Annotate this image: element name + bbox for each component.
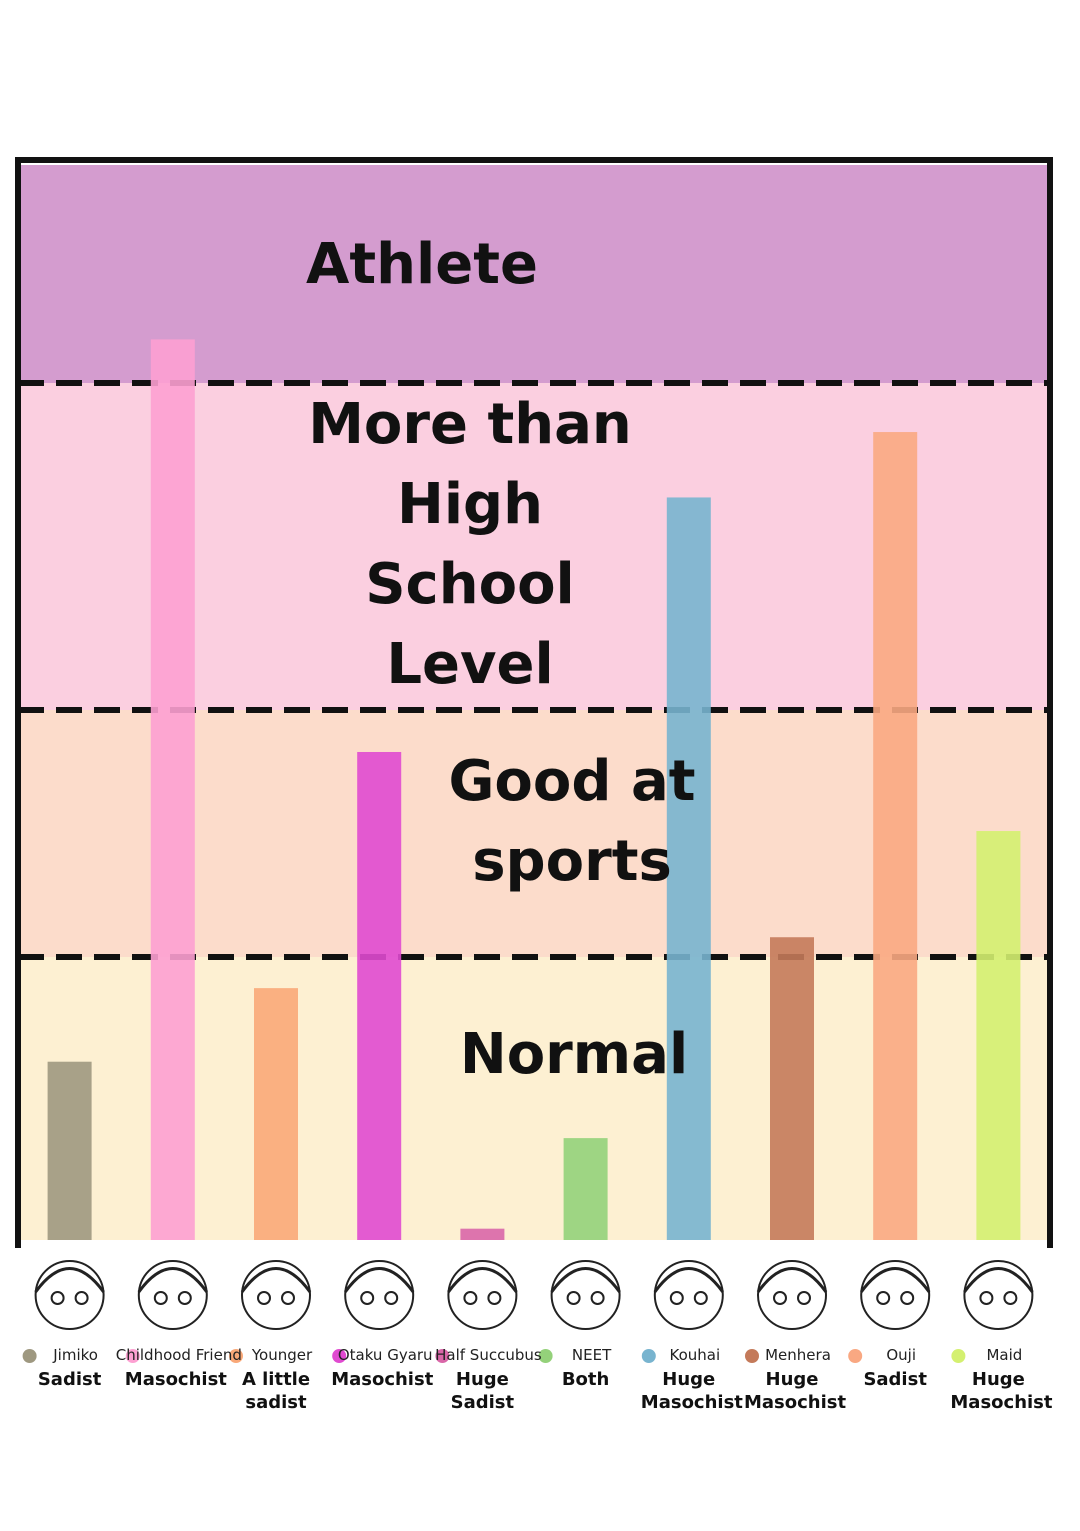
legend-dot	[22, 1349, 37, 1363]
hair	[653, 1267, 725, 1293]
character-name: Menhera	[765, 1346, 831, 1364]
face	[860, 1260, 931, 1330]
character-trait: Sadist	[863, 1369, 927, 1390]
character-trait: A little sadist	[241, 1369, 311, 1413]
band-label: Good at sports	[448, 749, 696, 894]
legend-dot	[641, 1349, 656, 1363]
character-name: NEET	[571, 1346, 612, 1364]
eye	[257, 1291, 271, 1305]
face	[653, 1260, 724, 1330]
character-name: Maid	[986, 1346, 1023, 1364]
hair	[34, 1267, 105, 1293]
bar	[563, 1138, 608, 1240]
face	[344, 1260, 415, 1330]
eye	[566, 1291, 581, 1305]
legend-dot	[435, 1349, 450, 1363]
eye	[360, 1291, 375, 1305]
eye	[74, 1291, 89, 1305]
character-trait: Masochist	[331, 1369, 434, 1390]
character-name: Kouhai	[669, 1346, 721, 1364]
legend-dot	[951, 1349, 966, 1363]
band-label: More than High School Level	[308, 392, 632, 697]
bar	[770, 937, 814, 1240]
bar	[666, 497, 711, 1240]
character-name: Childhood Friend	[115, 1346, 242, 1364]
eye	[797, 1291, 811, 1305]
eye	[177, 1291, 192, 1305]
eye	[900, 1291, 915, 1305]
character-name: Jimiko	[53, 1346, 98, 1364]
character-trait: Masochist	[124, 1369, 227, 1390]
eye	[669, 1291, 684, 1305]
face	[757, 1260, 827, 1330]
eye	[693, 1291, 708, 1305]
eye	[50, 1291, 65, 1305]
bar	[47, 1061, 92, 1240]
band-label: Normal	[459, 1022, 689, 1087]
band-label: Athlete	[306, 232, 538, 297]
character-name: Otaku Gyaru	[337, 1346, 433, 1364]
bar	[150, 339, 195, 1240]
hair	[447, 1267, 518, 1293]
character-trait: Huge Sadist	[450, 1369, 515, 1413]
eye	[487, 1291, 502, 1305]
legend-dot	[848, 1349, 863, 1363]
legend-dot	[229, 1349, 243, 1363]
eye	[979, 1291, 994, 1305]
hair	[343, 1267, 415, 1293]
hair	[963, 1267, 1034, 1293]
legend-dot	[332, 1349, 347, 1363]
eye	[876, 1291, 891, 1305]
frame	[15, 157, 1053, 1248]
legend-dot	[745, 1349, 759, 1363]
character-name: Ouji	[886, 1346, 917, 1364]
character-trait: Both	[561, 1369, 610, 1390]
eye	[463, 1291, 478, 1305]
eye	[281, 1291, 295, 1305]
bar	[357, 751, 402, 1240]
face	[137, 1260, 208, 1330]
face	[241, 1260, 311, 1330]
character-trait: Huge Masochist	[950, 1369, 1053, 1413]
hair	[137, 1267, 209, 1293]
hair	[240, 1267, 312, 1293]
legend-dot	[125, 1349, 140, 1363]
bar	[976, 831, 1021, 1240]
character-trait: Sadist	[37, 1369, 102, 1390]
face	[34, 1260, 105, 1330]
hair	[859, 1267, 931, 1293]
bar	[873, 432, 918, 1240]
character-name: Half Succubus	[435, 1346, 542, 1364]
eye	[590, 1291, 605, 1305]
eye	[384, 1291, 399, 1305]
bar	[460, 1228, 505, 1240]
character-trait: Huge Masochist	[744, 1369, 847, 1413]
eye	[153, 1291, 168, 1305]
eye	[1003, 1291, 1018, 1305]
face	[447, 1260, 518, 1330]
face	[550, 1260, 621, 1330]
character-name: Younger	[251, 1346, 313, 1364]
eye	[773, 1291, 787, 1305]
hair	[756, 1267, 828, 1293]
character-trait: Huge Masochist	[640, 1369, 743, 1413]
face	[963, 1260, 1034, 1330]
bar	[254, 988, 298, 1240]
legend-dot	[538, 1349, 553, 1363]
hair	[550, 1267, 621, 1293]
